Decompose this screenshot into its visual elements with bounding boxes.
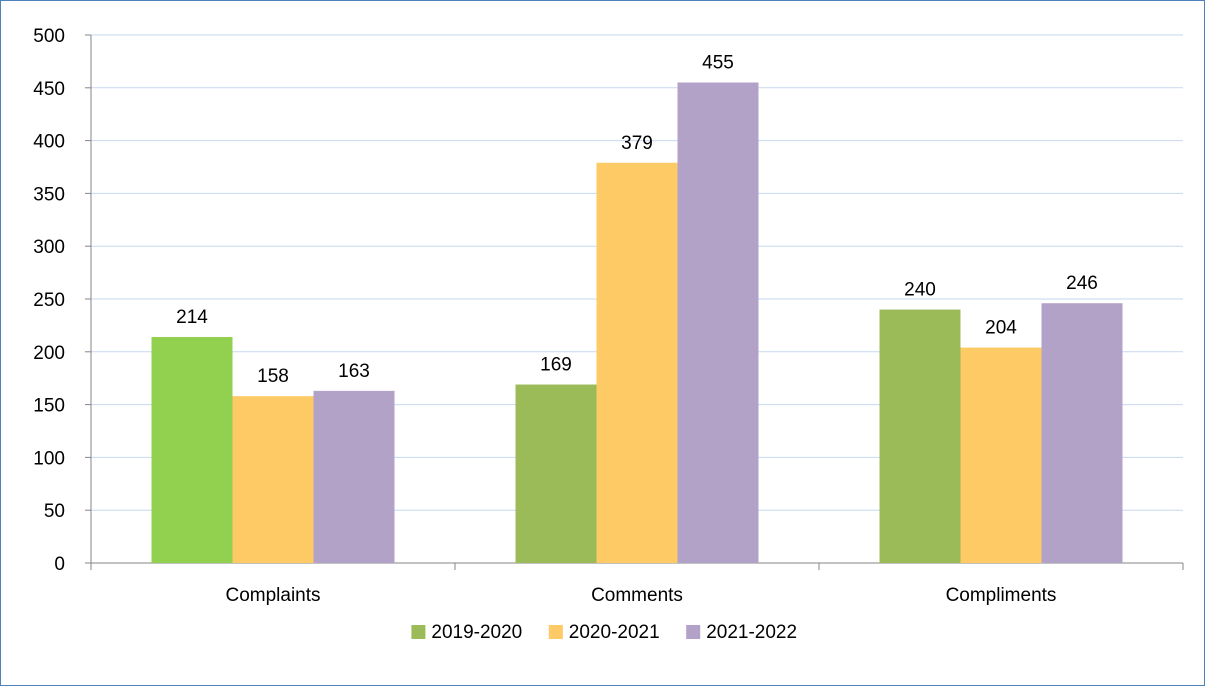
x-category-label: Comments	[591, 585, 683, 606]
x-category-label: Compliments	[946, 585, 1057, 606]
data-label: 240	[904, 280, 936, 301]
bars	[151, 82, 1123, 564]
data-label: 379	[621, 133, 653, 154]
bar	[515, 384, 597, 563]
data-label: 169	[540, 355, 572, 376]
legend-label: 2019-2020	[431, 622, 522, 643]
legend-swatch	[411, 625, 426, 639]
y-tick-label: 350	[33, 184, 65, 205]
x-axis-categories: Complaints Comments Compliments	[225, 585, 1056, 606]
y-tick-label: 0	[54, 554, 65, 575]
y-tick-label: 400	[33, 132, 65, 153]
y-tick-label: 200	[33, 343, 65, 364]
bar	[1041, 303, 1123, 563]
legend-label: 2021-2022	[706, 622, 797, 643]
y-tick-label: 300	[33, 237, 65, 258]
legend-swatch	[686, 625, 701, 639]
y-tick-label: 450	[33, 79, 65, 100]
bar	[879, 309, 961, 563]
y-tick-label: 500	[33, 26, 65, 47]
data-labels: 214 158 163 169 379 455 240 204 246	[176, 53, 1098, 388]
data-label: 214	[176, 307, 208, 328]
y-axis-ticks: 0 50 100 150 200 250 300 350 400 450 500	[33, 26, 65, 575]
bar	[596, 162, 678, 563]
bar	[313, 390, 395, 563]
y-tick-label: 50	[44, 501, 65, 522]
legend: 2019-2020 2020-2021 2021-2022	[411, 622, 797, 643]
data-label: 204	[985, 318, 1017, 339]
bar	[960, 347, 1042, 563]
data-label: 246	[1066, 273, 1098, 294]
x-category-label: Complaints	[225, 585, 320, 606]
legend-label: 2020-2021	[569, 622, 660, 643]
bar	[677, 82, 759, 564]
bar	[151, 337, 233, 563]
data-label: 158	[257, 366, 289, 387]
legend-swatch	[548, 625, 563, 639]
data-label: 163	[338, 361, 370, 382]
bar	[232, 396, 314, 563]
y-tick-label: 150	[33, 396, 65, 417]
data-label: 455	[702, 53, 734, 74]
y-tick-label: 250	[33, 290, 65, 311]
y-tick-label: 100	[33, 448, 65, 469]
